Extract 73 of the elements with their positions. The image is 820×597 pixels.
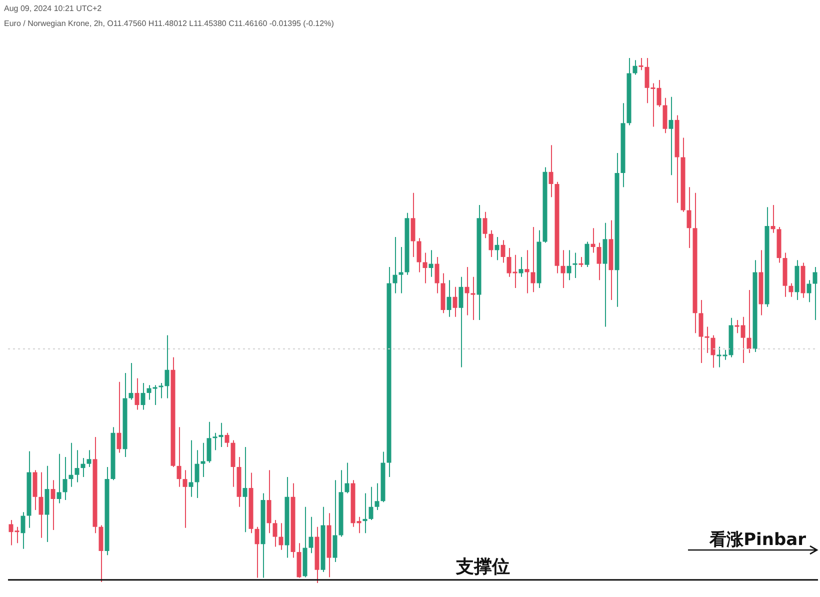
candlestick — [140, 382, 146, 410]
candlestick — [62, 456, 68, 501]
candlestick — [368, 486, 374, 520]
candlestick — [788, 282, 794, 298]
candlestick — [488, 230, 494, 258]
candlestick — [662, 97, 668, 134]
candlestick — [596, 242, 602, 281]
candlestick — [770, 204, 776, 234]
candlestick — [500, 240, 506, 264]
candlestick — [128, 362, 134, 400]
candlestick — [68, 442, 74, 488]
candlestick — [20, 512, 26, 550]
candlestick — [410, 192, 416, 258]
candlestick — [494, 236, 500, 261]
candlestick — [452, 286, 458, 318]
candlestick — [398, 246, 404, 294]
candlestick — [182, 470, 188, 528]
candlestick — [422, 252, 428, 284]
candlestick — [584, 241, 590, 268]
candlestick — [572, 252, 578, 278]
candlestick — [428, 250, 434, 278]
candlestick — [806, 280, 812, 303]
candlestick — [134, 378, 140, 410]
candlestick — [266, 470, 272, 534]
candlestick — [686, 186, 692, 249]
candlestick — [416, 238, 422, 273]
candlestick — [812, 266, 818, 320]
candlestick — [638, 58, 644, 71]
candlestick — [194, 450, 200, 498]
candlestick — [632, 60, 638, 76]
candlestick — [80, 458, 86, 478]
candlestick — [464, 266, 470, 316]
candlestick — [176, 426, 182, 488]
candlestick — [254, 526, 260, 578]
candlestick — [446, 280, 452, 318]
candlestick — [224, 432, 230, 448]
candlestick — [86, 450, 92, 468]
candlestick — [332, 480, 338, 562]
candlestick — [578, 256, 584, 268]
candlestick — [566, 250, 572, 281]
candlestick — [560, 250, 566, 288]
candlestick — [116, 381, 122, 454]
candlestick — [470, 276, 476, 320]
candlestick — [374, 482, 380, 511]
candlestick — [308, 516, 314, 554]
candlestick — [668, 96, 674, 176]
candlestick — [746, 290, 752, 354]
candlestick — [74, 450, 80, 483]
candlestick — [590, 228, 596, 254]
candlestick — [242, 446, 248, 533]
candlestick — [362, 492, 368, 534]
candlestick — [548, 144, 554, 198]
candlestick — [50, 480, 56, 530]
candlestick — [524, 250, 530, 294]
candlestick — [392, 236, 398, 294]
candlestick — [710, 334, 716, 368]
candlestick — [530, 226, 536, 293]
candlestick — [434, 256, 440, 294]
candlestick — [482, 211, 488, 239]
candlestick — [518, 256, 524, 278]
ref-line-label: 支撑位 — [455, 556, 510, 578]
candlestick — [458, 276, 464, 368]
candlestick — [206, 421, 212, 464]
chart-title: Euro / Norwegian Krone, 2h, O11.47560 H11.48012 L11.45380 C11.46160 -0.01395 (-0.12%) — [4, 19, 334, 28]
candlestick — [200, 442, 206, 478]
candlestick — [188, 440, 194, 498]
chart-subtitle: Aug 09, 2024 10:21 UTC+2 — [4, 4, 102, 13]
candlestick — [278, 522, 284, 550]
candlestick — [344, 462, 350, 494]
candlestick — [38, 472, 44, 538]
candlestick — [272, 520, 278, 548]
annotation: 看涨Pinbar — [710, 529, 806, 551]
candlestick — [56, 453, 62, 504]
